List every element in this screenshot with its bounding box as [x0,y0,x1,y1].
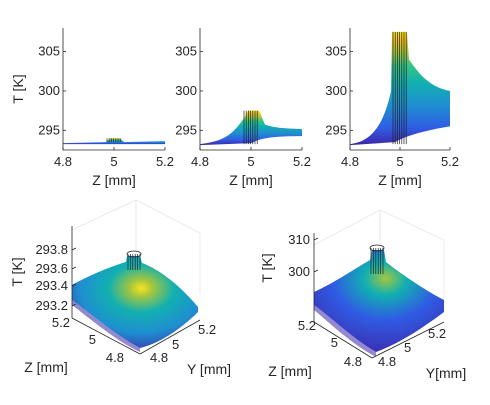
y-tick-label: 5.2 [428,326,446,341]
x-tick-label: 4.8 [191,154,209,169]
temperature-axis-label: T [K] [259,253,275,282]
back-pane-right [135,199,201,294]
x-axis-label: Z [mm] [378,172,422,188]
z-tick-label: 5 [89,332,96,347]
vertical-tick-label: 293.4 [35,278,68,293]
temperature-surface [63,138,165,145]
temperature-surface [314,250,444,352]
peak-column [126,250,142,270]
z-tick-label: 5 [331,335,338,350]
vertical-tick-mark [71,303,77,307]
column-top-ring [126,250,142,258]
side-view-panel-2: 295 300 305 4.8 5 5.2 Z [mm] [175,28,311,188]
peak-column [392,31,407,145]
y-tick-label: 5.2 [198,322,216,337]
y-tick-label: 4.8 [378,354,396,369]
x-tick-label: 4.8 [341,154,359,169]
y-axis-label: Y [mm] [187,361,231,377]
z-axis-label: Z [mm] [268,363,312,379]
temperature-surface [72,256,198,348]
z-axis-line [71,317,141,355]
z-tick-label: 4.8 [344,354,362,369]
y-axis-line [139,319,201,355]
z-axis-label: Z [mm] [24,359,68,375]
vertical-tick-label: 300 [288,264,310,279]
y-tick-label: 295 [325,122,347,137]
y-axis-line [371,321,445,359]
vertical-tick-mark [71,266,77,270]
y-tick-label: 295 [38,122,60,137]
x-tick-label: 5.2 [441,154,459,169]
y-tick-label: 300 [38,83,60,98]
x-tick-label: 5 [396,154,403,169]
peak-column [243,110,258,145]
x-tick-label: 5 [110,154,117,169]
vertical-tick-mark [313,269,319,273]
peak-column [369,244,385,274]
back-pane-right [379,209,445,302]
panels-layer: 295 300 305 4.8 5 5.2 Z [mm] T [K] 295 300 305 4.8 5… [9,28,466,381]
vertical-tick-label: 293.8 [35,242,68,257]
vertical-tick-label: 293.2 [35,298,68,313]
x-tick-label: 4.8 [54,154,72,169]
y-tick-label: 305 [175,44,197,59]
y-axis-label: T [K] [10,74,26,103]
y-tick-label: 5 [172,337,179,352]
back-pane-left [71,199,137,262]
y-tick-label: 305 [38,44,60,59]
peak-column [106,138,121,143]
y-axis-label: Y[mm] [426,365,466,381]
side-view-panel-3: 295 300 305 4.8 5 5.2 Z [mm] [325,28,459,188]
surface-shadow-edge [72,300,140,352]
surface-shadow-edge [314,305,376,357]
side-view-panel-1: 295 300 305 4.8 5 5.2 Z [mm] T [K] [10,28,174,188]
z-tick-label: 5.2 [52,315,70,330]
y-tick-label: 300 [175,83,197,98]
vertical-tick-mark [71,283,77,287]
vertical-tick-mark [71,247,77,251]
z-tick-label: 4.8 [106,350,124,365]
vertical-tick-label: 310 [288,232,310,247]
y-tick-label: 5 [404,340,411,355]
x-tick-label: 5 [247,154,254,169]
3d-panel-1: 293.2 293.4 293.6 293.8 4.8 5 5.2 4.8 5 5.2 T [K] Z… [9,199,231,377]
y-tick-label: 4.8 [150,350,168,365]
y-tick-label: 305 [325,44,347,59]
z-tick-label: 5.2 [298,318,316,333]
x-tick-label: 5.2 [156,154,174,169]
y-tick-label: 295 [175,122,197,137]
column-top-ring [369,244,385,252]
temperature-surface [350,31,450,146]
x-axis-label: Z [mm] [229,172,273,188]
y-tick-label: 300 [325,83,347,98]
x-tick-label: 5.2 [293,154,311,169]
z-axis-line [313,321,373,359]
3d-panel-2: 300 310 4.8 5 5.2 4.8 5 5.2 T [K] Z [mm] Y[mm] [259,209,466,381]
vertical-tick-label: 293.6 [35,261,68,276]
temperature-axis-label: T [K] [9,257,25,286]
temperature-surface [200,110,302,146]
x-axis-label: Z [mm] [92,172,136,188]
vertical-tick-mark [313,237,319,241]
